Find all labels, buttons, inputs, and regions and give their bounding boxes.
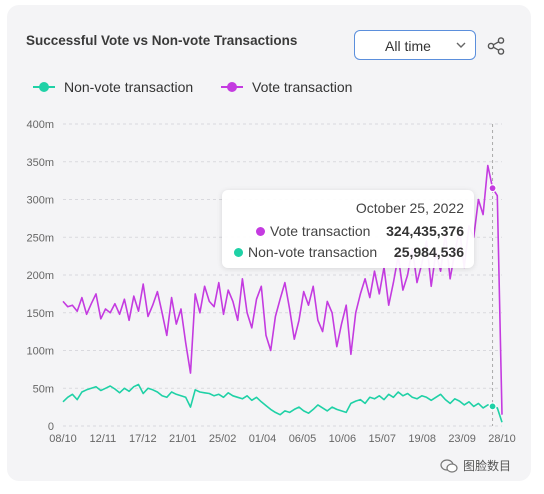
y-tick-label: 300m bbox=[26, 195, 54, 207]
legend-label: Vote transaction bbox=[252, 79, 353, 95]
legend-item-non-vote[interactable]: Non-vote transaction bbox=[33, 77, 193, 97]
legend-swatch-icon bbox=[33, 81, 55, 93]
tooltip-date: October 25, 2022 bbox=[355, 200, 464, 216]
tooltip-row-non-vote: Non-vote transaction 25,984,536 bbox=[222, 244, 474, 262]
legend-item-vote[interactable]: Vote transaction bbox=[221, 77, 352, 97]
tooltip-value: 324,435,376 bbox=[386, 223, 464, 239]
non-vote-dot-icon bbox=[234, 248, 243, 257]
y-tick-label: 150m bbox=[26, 308, 54, 320]
x-tick-label: 25/02 bbox=[209, 433, 237, 445]
y-tick-label: 50m bbox=[33, 383, 54, 395]
x-tick-label: 01/04 bbox=[249, 433, 277, 445]
wechat-icon bbox=[440, 458, 458, 473]
x-tick-label: 10/06 bbox=[329, 433, 357, 445]
y-tick-label: 400m bbox=[26, 119, 54, 131]
tooltip-value: 25,984,536 bbox=[393, 244, 464, 260]
tooltip-row-vote: Vote transaction 324,435,376 bbox=[222, 223, 474, 241]
legend-swatch-icon bbox=[221, 81, 243, 93]
y-tick-label: 350m bbox=[26, 157, 54, 169]
chart-tooltip: October 25, 2022 Vote transaction 324,43… bbox=[222, 190, 474, 268]
y-tick-label: 250m bbox=[26, 232, 54, 244]
x-tick-label: 12/11 bbox=[90, 433, 117, 445]
x-tick-label: 19/08 bbox=[408, 433, 436, 445]
chevron-down-icon bbox=[456, 42, 466, 48]
y-tick-label: 0 bbox=[48, 421, 54, 433]
x-tick-label: 08/10 bbox=[49, 433, 77, 445]
x-tick-label: 23/09 bbox=[448, 433, 476, 445]
x-tick-label: 15/07 bbox=[369, 433, 397, 445]
series-point bbox=[488, 402, 497, 411]
time-range-value: All time bbox=[385, 38, 431, 54]
share-icon[interactable] bbox=[486, 36, 506, 56]
y-tick-label: 200m bbox=[26, 270, 54, 282]
time-range-select[interactable]: All time bbox=[354, 30, 476, 60]
series-line-non-vote-transaction bbox=[62, 383, 503, 423]
x-tick-label: 06/05 bbox=[289, 433, 317, 445]
vote-dot-icon bbox=[256, 227, 265, 236]
x-tick-label: 17/12 bbox=[129, 433, 157, 445]
y-tick-label: 100m bbox=[26, 346, 54, 358]
x-tick-label: 28/10 bbox=[488, 433, 516, 445]
series-point bbox=[488, 184, 497, 193]
tooltip-label: Non-vote transaction bbox=[248, 244, 378, 260]
watermark-text: 图脸数目 bbox=[463, 459, 512, 473]
watermark: 图脸数目 bbox=[440, 457, 511, 474]
chart-title: Successful Vote vs Non-vote Transactions bbox=[26, 33, 298, 48]
tooltip-label: Vote transaction bbox=[270, 223, 371, 239]
legend-label: Non-vote transaction bbox=[64, 79, 194, 95]
x-tick-label: 21/01 bbox=[169, 433, 197, 445]
